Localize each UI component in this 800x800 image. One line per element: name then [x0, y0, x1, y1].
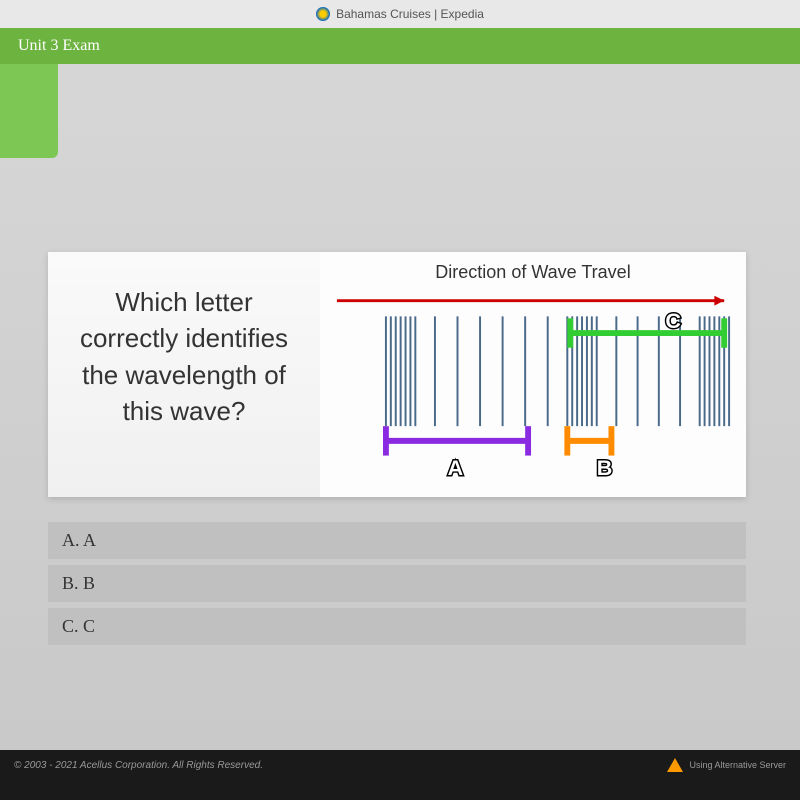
direction-arrow-head [714, 296, 724, 306]
answer-option-c[interactable]: C. C [48, 608, 746, 645]
copyright-text: © 2003 - 2021 Acellus Corporation. All R… [14, 760, 263, 771]
browser-tab[interactable]: Bahamas Cruises | Expedia [0, 0, 800, 28]
answer-option-b[interactable]: B. B [48, 565, 746, 602]
answer-list: A. A B. B C. C [48, 522, 746, 651]
question-card: Which letter correctly identifies the wa… [48, 252, 746, 497]
answer-option-a[interactable]: A. A [48, 522, 746, 559]
wave-diagram: Direction of Wave Travel C [320, 252, 746, 497]
footer-status: Using Alternative Server [667, 758, 786, 772]
question-text: Which letter correctly identifies the wa… [48, 252, 320, 497]
tab-title: Bahamas Cruises | Expedia [336, 7, 484, 21]
bracket-a: A [386, 426, 528, 480]
footer-bar: © 2003 - 2021 Acellus Corporation. All R… [0, 750, 800, 780]
exam-title: Unit 3 Exam [18, 37, 100, 55]
label-b: B [597, 455, 613, 480]
expedia-icon [316, 7, 330, 21]
diagram-title: Direction of Wave Travel [332, 262, 734, 283]
label-c: C [665, 308, 681, 333]
status-text: Using Alternative Server [689, 760, 786, 770]
bracket-c: C [570, 308, 724, 348]
bracket-b: B [567, 426, 612, 480]
wave-svg: C A B [332, 287, 734, 482]
label-a: A [448, 455, 464, 480]
sidebar-block [0, 64, 58, 158]
warning-icon [667, 758, 683, 772]
screen: Bahamas Cruises | Expedia Unit 3 Exam Wh… [0, 0, 800, 780]
exam-header: Unit 3 Exam [0, 28, 800, 64]
